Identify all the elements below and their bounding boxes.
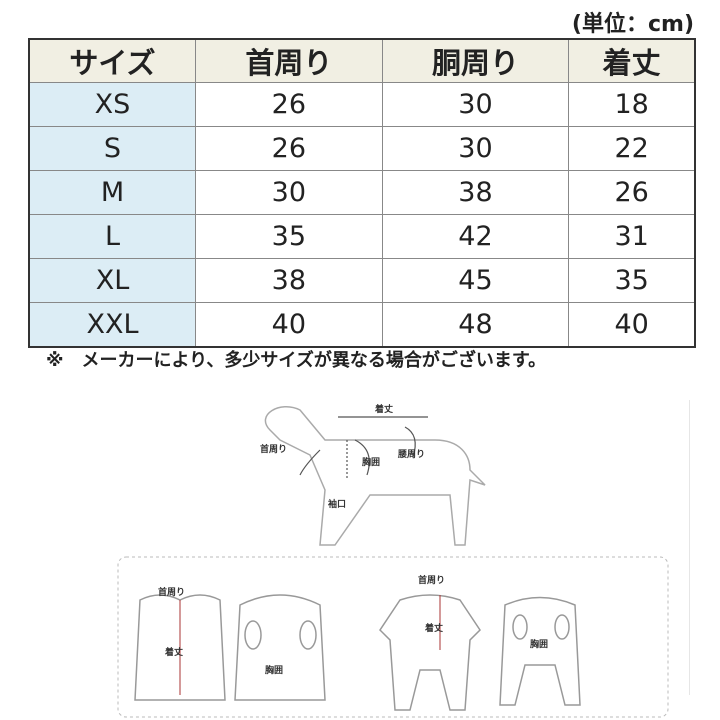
chest-cell: 48: [381, 302, 570, 348]
dog-neck-label: 首周り: [260, 443, 287, 455]
length-cell: 40: [568, 302, 696, 348]
length-cell: 26: [568, 170, 696, 215]
table-row: XS 26 30 18: [28, 82, 696, 127]
jumpsuit-neck-label: 首周り: [418, 574, 445, 586]
jumpsuit-illustration: [379, 594, 581, 711]
dog-illustration: [264, 406, 486, 546]
table-row: S 26 30 22: [28, 126, 696, 171]
table-row: L 35 42 31: [28, 214, 696, 259]
size-cell: XXL: [28, 302, 196, 348]
neck-cell: 26: [195, 82, 383, 127]
table-row: M 30 38 26: [28, 170, 696, 215]
chest-cell: 30: [381, 82, 570, 127]
size-cell: XS: [28, 82, 196, 127]
size-cell: S: [28, 126, 196, 171]
neck-cell: 30: [195, 170, 383, 215]
size-table: サイズ 首周り 胴周り 着丈 XS 26 30 18 S 26 30 22 M 30 38 26 …: [28, 38, 696, 348]
dog-waist-label: 腰周り: [397, 449, 425, 460]
table-row: XL 38 45 35: [28, 258, 696, 303]
neck-cell: 40: [195, 302, 383, 348]
chest-cell: 38: [381, 170, 570, 215]
vest-length-label: 着丈: [164, 646, 183, 658]
size-note: ※ メーカーにより、多少サイズが異なる場合がございます。: [46, 350, 547, 371]
dog-chest-label: 胸囲: [362, 456, 380, 468]
header-length: 着丈: [568, 38, 696, 83]
chest-cell: 42: [381, 214, 570, 259]
header-chest: 胴周り: [381, 38, 570, 83]
size-cell: M: [28, 170, 196, 215]
jumpsuit-chest-label: 胸囲: [530, 638, 548, 650]
vest-neck-label: 首周り: [158, 586, 185, 598]
length-cell: 22: [568, 126, 696, 171]
length-cell: 31: [568, 214, 696, 259]
neck-cell: 26: [195, 126, 383, 171]
length-cell: 35: [568, 258, 696, 303]
unit-label: (単位：cm): [571, 12, 694, 37]
header-size: サイズ: [28, 38, 196, 83]
measurement-diagram: 着丈 首周り 胸囲 腰周り 袖口 首周り 着丈 胸囲 首周り 着丈 胸囲: [117, 400, 690, 718]
chest-cell: 30: [381, 126, 570, 171]
vest-chest-label: 胸囲: [265, 664, 283, 676]
size-cell: L: [28, 214, 196, 259]
neck-cell: 35: [195, 214, 383, 259]
table-row: XXL 40 48 40: [28, 302, 696, 348]
dog-length-label: 着丈: [374, 403, 393, 415]
vest-illustration: [134, 594, 326, 701]
header-neck: 首周り: [195, 38, 383, 83]
table-header-row: サイズ 首周り 胴周り 着丈: [28, 38, 696, 83]
length-cell: 18: [568, 82, 696, 127]
chest-cell: 45: [381, 258, 570, 303]
size-cell: XL: [28, 258, 196, 303]
jumpsuit-length-label: 着丈: [424, 622, 443, 634]
neck-cell: 38: [195, 258, 383, 303]
garment-box: [117, 556, 669, 718]
dog-sleeve-label: 袖口: [327, 498, 346, 510]
